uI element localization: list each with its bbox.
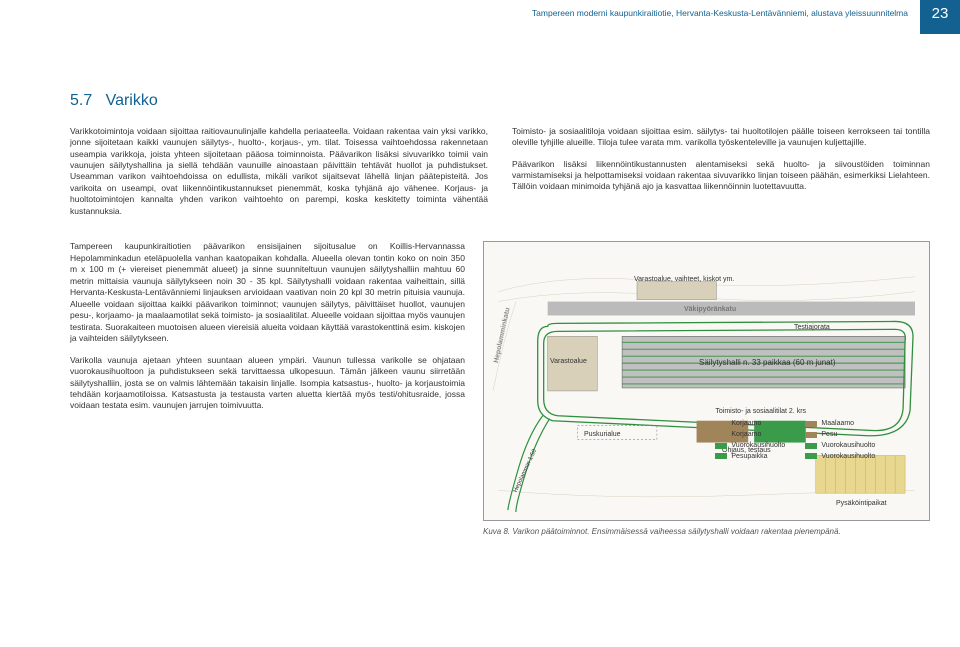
column-left: Varikkotoimintoja voidaan sijoittaa rait… — [70, 126, 488, 228]
page-header: Tampereen moderni kaupunkiraitiotie, Her… — [0, 0, 960, 28]
page-number-box: 23 — [920, 0, 960, 34]
label-parking: Pysäköintipaikat — [836, 499, 887, 508]
section-title: Varikko — [106, 92, 158, 109]
legend: Toimisto- ja sosiaalitilat 2. krs Korjaa… — [715, 407, 875, 462]
section-number: 5.7 — [70, 92, 92, 109]
intro-paragraph-1: Varikkotoimintoja voidaan sijoittaa rait… — [70, 126, 488, 218]
label-hall: Säilytyshalli n. 33 paikkaa (60 m junat) — [699, 358, 836, 369]
intro-paragraph-3: Päävarikon lisäksi liikennöintikustannus… — [512, 159, 930, 193]
page-content: 5.7 Varikko Varikkotoimintoja voidaan si… — [70, 90, 930, 538]
legend-row: KorjaamoPesu — [715, 430, 875, 440]
label-varasto-top: Varastoalue, vaihteet, kiskot ym. — [634, 275, 734, 284]
figure-caption: Kuva 8. Varikon päätoiminnot. Ensimmäise… — [483, 527, 930, 538]
legend-row: PesupaikkaVuorokausihuolto — [715, 452, 875, 462]
intro-paragraph-2: Toimisto- ja sosiaalitiloja voidaan sijo… — [512, 126, 930, 149]
header-title: Tampereen moderni kaupunkiraitiotie, Her… — [532, 8, 920, 19]
legend-row: VuorokausihuoltoVuorokausihuolto — [715, 441, 875, 451]
label-street-top: Väkipyöränkatu — [684, 305, 736, 314]
lower-paragraph-2: Varikolla vaunuja ajetaan yhteen suuntaa… — [70, 355, 465, 412]
label-varasto-left: Varastoalue — [550, 357, 587, 366]
label-puskuri: Puskurialue — [584, 430, 621, 439]
label-testiajorata: Testiajorata — [794, 323, 830, 332]
legend-row: KorjaamoMaalaamo — [715, 419, 875, 429]
page-number: 23 — [932, 4, 949, 24]
legend-title: Toimisto- ja sosiaalitilat 2. krs — [715, 407, 875, 417]
lower-section: Tampereen kaupunkiraitiotien päävarikon … — [70, 241, 930, 538]
lower-paragraph-1: Tampereen kaupunkiraitiotien päävarikon … — [70, 241, 465, 344]
site-plan-figure: Varastoalue, vaihteet, kiskot ym. Väkipy… — [483, 241, 930, 521]
figure-wrapper: Varastoalue, vaihteet, kiskot ym. Väkipy… — [483, 241, 930, 538]
two-column-intro: Varikkotoimintoja voidaan sijoittaa rait… — [70, 126, 930, 228]
section-heading: 5.7 Varikko — [70, 90, 930, 112]
lower-text-column: Tampereen kaupunkiraitiotien päävarikon … — [70, 241, 465, 538]
column-right: Toimisto- ja sosiaalitiloja voidaan sijo… — [512, 126, 930, 228]
